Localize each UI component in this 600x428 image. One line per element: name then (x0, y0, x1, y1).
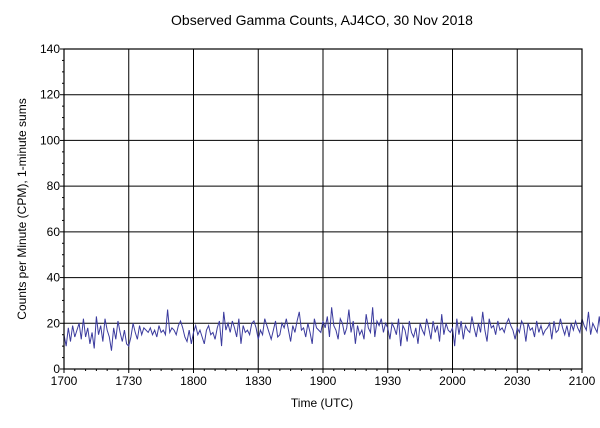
y-tick-label: 0 (53, 362, 60, 376)
x-tick-label: 1800 (180, 374, 207, 388)
y-axis-ticks: 0 20 40 60 80 100 120 140 (40, 42, 64, 376)
y-axis-label: Counts per Minute (CPM), 1-minute sums (15, 98, 29, 319)
y-tick-label: 40 (47, 271, 61, 285)
x-tick-label: 2030 (504, 374, 531, 388)
y-tick-label: 120 (40, 88, 60, 102)
series-line (63, 307, 600, 351)
x-tick-label: 1900 (310, 374, 337, 388)
x-tick-label: 1930 (374, 374, 401, 388)
x-tick-label: 2000 (439, 374, 466, 388)
chart-title: Observed Gamma Counts, AJ4CO, 30 Nov 201… (171, 12, 473, 28)
x-tick-label: 2100 (569, 374, 596, 388)
grid (64, 49, 582, 369)
x-tick-label: 1700 (51, 374, 78, 388)
x-tick-label: 1830 (245, 374, 272, 388)
y-tick-label: 140 (40, 42, 60, 56)
x-axis-ticks: 1700 1730 1800 1830 1900 1930 2000 2030 2100 (51, 369, 596, 388)
plot-frame (63, 48, 583, 370)
y-tick-label: 100 (40, 133, 60, 147)
x-axis-label: Time (UTC) (291, 396, 353, 410)
y-tick-label: 20 (47, 316, 61, 330)
x-tick-label: 1730 (115, 374, 142, 388)
y-tick-label: 80 (47, 179, 61, 193)
y-tick-label: 60 (47, 225, 61, 239)
